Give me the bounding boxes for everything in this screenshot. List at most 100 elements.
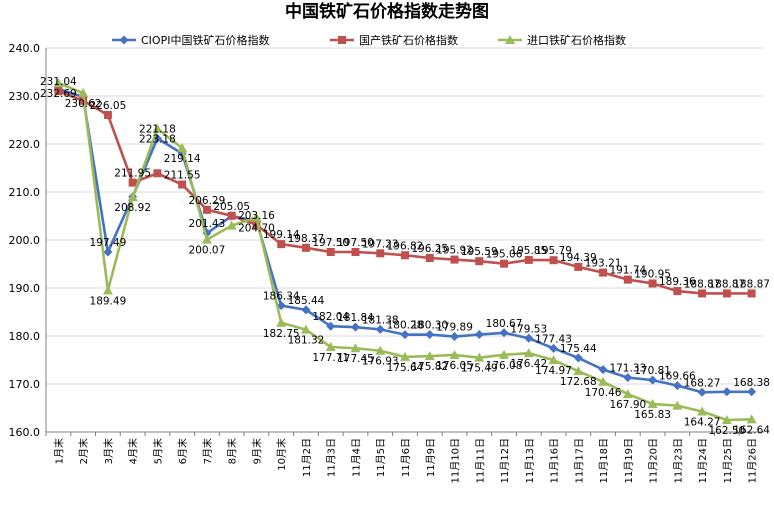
data-label: 189.36 xyxy=(659,276,696,288)
series-1-point xyxy=(524,333,534,343)
data-label: 175.44 xyxy=(560,343,597,355)
series-3-point xyxy=(276,317,287,327)
data-label: 196.82 xyxy=(387,240,424,252)
data-label: 177.43 xyxy=(535,333,572,345)
series-2-point xyxy=(673,287,682,296)
data-label: 197.50 xyxy=(312,237,349,249)
series-1-point xyxy=(549,343,559,353)
series-2-point xyxy=(351,248,360,256)
data-label: 171.33 xyxy=(609,363,646,375)
data-label: 186.34 xyxy=(263,291,300,303)
x-tick-label: 11月23日 xyxy=(672,438,684,483)
data-label: 223.18 xyxy=(139,134,176,146)
legend-marker xyxy=(505,35,515,44)
series-3-point xyxy=(598,376,609,386)
legend-label: 进口铁矿石价格指数 xyxy=(527,33,626,47)
data-label: 201.43 xyxy=(189,218,226,230)
series-1-point xyxy=(450,332,460,342)
x-tick-label: 11月18日 xyxy=(598,438,610,483)
data-label: 230.62 xyxy=(65,98,102,110)
series-1-point xyxy=(623,373,633,383)
x-tick-label: 2月末 xyxy=(77,438,90,464)
series-1-point xyxy=(747,387,757,397)
data-label: 195.59 xyxy=(461,246,498,258)
data-label: 182.75 xyxy=(263,328,300,340)
series-3-point xyxy=(523,348,534,358)
x-tick-label: 7月末 xyxy=(201,438,214,464)
series-2-point xyxy=(500,259,509,268)
data-label: 167.90 xyxy=(609,399,646,411)
data-label: 195.06 xyxy=(486,249,523,261)
data-label: 208.92 xyxy=(114,202,151,214)
data-label: 180.67 xyxy=(486,318,523,330)
data-label: 172.68 xyxy=(560,376,597,388)
series-2-point xyxy=(277,240,286,249)
series-1-point xyxy=(375,324,385,334)
series-1-point xyxy=(350,322,360,332)
series-2-point xyxy=(450,255,459,264)
x-tick-label: 11月12日 xyxy=(499,438,511,483)
x-tick-label: 11月10日 xyxy=(450,438,462,483)
data-label: 189.49 xyxy=(90,295,127,307)
series-2-point xyxy=(227,211,236,220)
data-label: 199.14 xyxy=(263,229,300,241)
data-label: 197.23 xyxy=(362,238,399,250)
data-label: 168.38 xyxy=(733,377,770,389)
data-label: 175.64 xyxy=(387,362,424,374)
x-tick-label: 11月20日 xyxy=(648,438,660,483)
series-3-point xyxy=(647,399,658,409)
series-2-point xyxy=(475,257,484,266)
data-label: 232.69 xyxy=(40,88,77,100)
data-label: 170.81 xyxy=(634,365,671,377)
x-tick-label: 11月11日 xyxy=(474,438,486,483)
series-1-point xyxy=(499,328,509,338)
y-tick-label: 210.0 xyxy=(9,186,41,199)
series-3-point xyxy=(152,123,163,133)
data-label: 206.29 xyxy=(189,195,226,207)
x-tick-label: 3月末 xyxy=(102,438,115,464)
y-tick-label: 160.0 xyxy=(9,426,41,439)
data-label: 198.37 xyxy=(288,233,325,245)
series-2-point xyxy=(524,255,533,264)
series-2-point xyxy=(722,289,731,298)
x-tick-label: 6月末 xyxy=(176,438,189,464)
data-label: 181.84 xyxy=(337,312,374,324)
data-label: 177.45 xyxy=(337,353,374,365)
series-2-point xyxy=(128,178,137,187)
x-tick-label: 11月5日 xyxy=(375,438,387,477)
series-2-point xyxy=(747,289,756,298)
series-3-point xyxy=(102,285,113,295)
x-tick-label: 11月24日 xyxy=(697,438,709,483)
series-3-point xyxy=(375,345,386,355)
data-label: 191.74 xyxy=(609,265,646,277)
data-label: 221.18 xyxy=(139,123,176,135)
data-label: 181.38 xyxy=(362,314,399,326)
data-label: 169.66 xyxy=(659,371,696,383)
x-tick-label: 9月末 xyxy=(250,438,263,464)
series-3-point xyxy=(350,343,361,353)
x-tick-label: 11月4日 xyxy=(350,438,362,477)
series-3-point xyxy=(325,341,336,351)
series-1-point xyxy=(598,365,608,375)
data-label: 195.85 xyxy=(510,245,547,257)
series-3-point xyxy=(672,400,683,410)
data-label: 188.87 xyxy=(684,278,721,290)
series-3-point xyxy=(127,192,138,202)
data-label: 179.53 xyxy=(510,323,547,335)
data-label: 162.50 xyxy=(708,425,745,437)
series-3-point xyxy=(78,88,89,98)
data-label: 196.25 xyxy=(411,243,448,255)
data-label: 176.42 xyxy=(510,358,547,370)
series-2-point xyxy=(153,169,162,178)
data-label: 190.95 xyxy=(634,268,671,280)
legend-marker xyxy=(338,36,346,44)
y-tick-label: 200.0 xyxy=(9,234,41,247)
series-2-point xyxy=(252,220,261,229)
legend-label: 国产铁矿石价格指数 xyxy=(359,33,458,47)
x-tick-label: 10月末 xyxy=(275,438,288,471)
y-tick-label: 170.0 xyxy=(9,378,41,391)
data-label: 188.87 xyxy=(708,278,745,290)
series-3-point xyxy=(400,351,410,361)
y-tick-label: 220.0 xyxy=(9,138,41,151)
